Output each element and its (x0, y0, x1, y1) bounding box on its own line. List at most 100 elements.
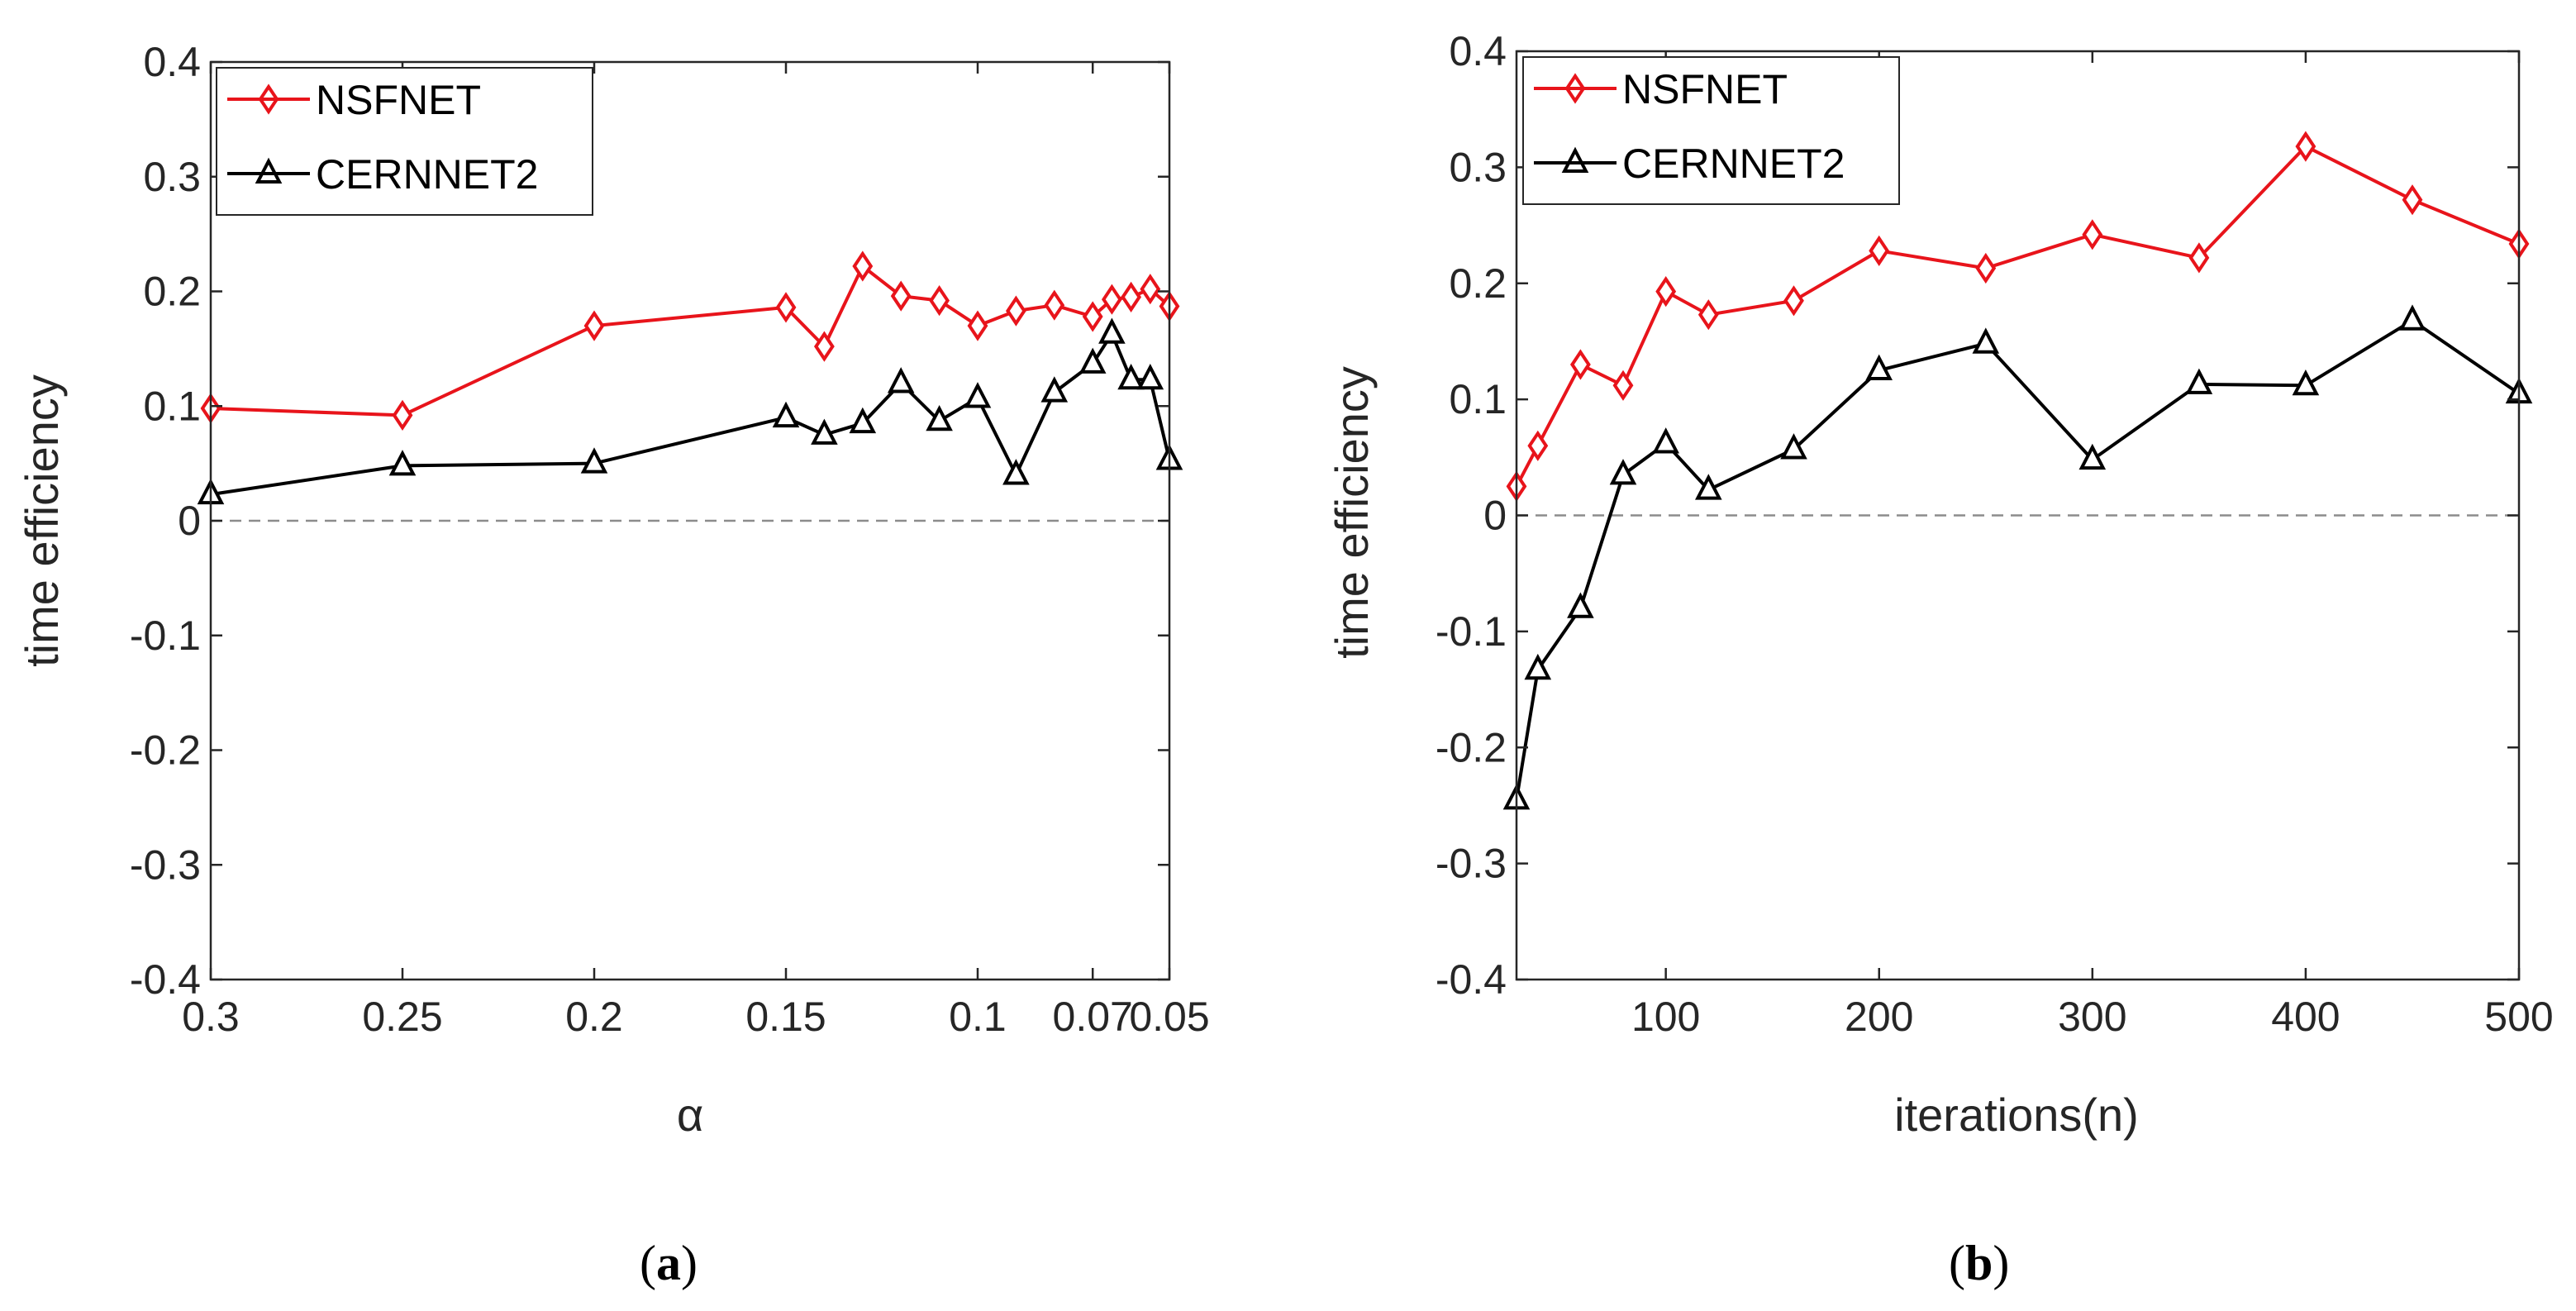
data-point-nsfnet-a-5 (852, 250, 874, 282)
data-point-cernnet2-a-9 (1002, 459, 1030, 485)
data-point-cernnet2-b-10 (2185, 368, 2213, 394)
series-layer-b (1502, 131, 2533, 810)
y-tick-label-b-4: 0 (1483, 493, 1507, 539)
data-point-nsfnet-a-11 (1082, 301, 1103, 332)
data-point-nsfnet-a-9 (1005, 295, 1026, 327)
chart-b: 0.4 0.3 0.2 0.1 0 -0.1 -0.2 -0.3 -0.4 100 200 300 40… (1326, 28, 2554, 1290)
data-point-nsfnet-a-6 (890, 280, 912, 312)
data-point-cernnet2-a-11 (1078, 347, 1107, 374)
y-tick-label-a-2: 0.2 (143, 269, 201, 315)
x-tick-label-b-3: 400 (2271, 994, 2340, 1040)
x-tick-label-a-1: 0.25 (362, 994, 442, 1040)
legend-marker-nsfnet-b (1564, 73, 1586, 104)
data-point-nsfnet-b-8 (1975, 252, 1997, 284)
x-tick-label-b-0: 100 (1631, 994, 1700, 1040)
y-tick-label-a-3: 0.1 (143, 383, 201, 429)
x-tick-label-b-2: 300 (2058, 994, 2126, 1040)
data-point-nsfnet-b-11 (2295, 131, 2316, 162)
y-tick-label-b-2: 0.2 (1449, 260, 1507, 307)
y-tick-label-b-7: -0.3 (1436, 841, 1507, 887)
data-point-cernnet2-a-6 (887, 367, 915, 393)
legend-b: NSFNET CERNNET2 (1522, 56, 1900, 205)
legend-marker-cernnet2-b (1561, 146, 1589, 173)
y-tick-label-a-7: -0.3 (130, 841, 201, 888)
legend-marker-nsfnet-a (258, 83, 279, 115)
legend-label-cernnet2-a: CERNNET2 (316, 151, 538, 198)
data-point-nsfnet-a-10 (1044, 289, 1065, 321)
y-tick-label-b-0: 0.4 (1449, 28, 1507, 74)
data-point-cernnet2-a-2 (580, 447, 608, 474)
data-point-cernnet2-a-3 (772, 401, 800, 428)
axis-ticks-b: 0.4 0.3 0.2 0.1 0 -0.1 -0.2 -0.3 -0.4 100 200 300 40… (1436, 28, 2554, 1040)
data-point-nsfnet-a-14 (1140, 274, 1161, 305)
data-point-cernnet2-b-7 (1865, 354, 1893, 380)
data-point-cernnet2-b-1 (1524, 653, 1552, 680)
caption-a: (a) (640, 1236, 698, 1290)
data-point-cernnet2-b-2 (1567, 592, 1594, 618)
data-point-cernnet2-a-12 (1098, 317, 1126, 344)
caption-b: (b) (1949, 1236, 2009, 1290)
data-point-nsfnet-a-2 (583, 310, 605, 341)
x-tick-label-a-5: 0.07 (1053, 994, 1133, 1040)
x-axis-label-b: iterations(n) (1894, 1089, 2139, 1141)
data-point-cernnet2-a-14 (1136, 363, 1164, 390)
legend-label-cernnet2-b: CERNNET2 (1622, 141, 1845, 187)
x-axis-label-a: α (677, 1089, 703, 1141)
data-point-cernnet2-b-5 (1695, 474, 1722, 500)
chart-a: 0.40.30.20.10-0.1-0.2-0.3-0.40.3 0.25 0.2 0… (16, 39, 1210, 1290)
y-tick-label-a-6: -0.2 (130, 727, 201, 774)
y-tick-label-a-4: 0 (178, 498, 201, 544)
series-layer-a (197, 250, 1183, 505)
data-point-nsfnet-b-9 (2082, 219, 2103, 250)
data-point-cernnet2-b-3 (1609, 459, 1637, 485)
data-point-nsfnet-b-10 (2188, 242, 2210, 274)
data-point-nsfnet-b-4 (1655, 275, 1677, 307)
legend-box-b (1522, 56, 1900, 205)
data-point-nsfnet-a-4 (813, 331, 835, 362)
legend-box-a (216, 67, 593, 216)
data-point-nsfnet-a-1 (392, 399, 413, 431)
data-point-nsfnet-b-2 (1569, 349, 1591, 380)
legend-marker-cernnet2-a (255, 157, 283, 184)
data-point-cernnet2-b-8 (1972, 327, 2000, 354)
legend-label-nsfnet-b: NSFNET (1622, 66, 1788, 112)
y-tick-label-a-1: 0.3 (143, 154, 201, 200)
data-point-nsfnet-a-7 (929, 284, 950, 317)
data-point-cernnet2-a-4 (811, 418, 838, 445)
legend-a: NSFNET CERNNET2 (216, 67, 593, 216)
series-line-cernnet2-a (210, 331, 1171, 497)
data-point-cernnet2-a-7 (926, 404, 953, 431)
data-point-nsfnet-b-6 (1783, 285, 1804, 317)
data-point-nsfnet-a-8 (967, 310, 988, 341)
data-point-nsfnet-a-13 (1121, 281, 1142, 313)
x-tick-label-b-4: 500 (2484, 994, 2553, 1040)
y-tick-label-b-5: -0.1 (1436, 608, 1507, 655)
x-tick-label-a-2: 0.2 (565, 994, 623, 1040)
legend-label-nsfnet-a: NSFNET (316, 77, 481, 123)
data-point-cernnet2-b-11 (2292, 369, 2320, 396)
data-point-nsfnet-a-12 (1101, 284, 1122, 315)
x-tick-label-a-6: 0.05 (1129, 994, 1209, 1040)
data-point-cernnet2-a-10 (1040, 376, 1069, 403)
x-tick-label-a-4: 0.1 (949, 994, 1007, 1040)
data-point-cernnet2-b-4 (1652, 427, 1679, 454)
data-point-cernnet2-b-9 (2078, 443, 2107, 470)
x-tick-label-a-3: 0.15 (745, 994, 826, 1040)
x-tick-label-a-0: 0.3 (182, 994, 240, 1040)
y-axis-label-a: time efficiency (16, 374, 68, 667)
axis-ticks-a: 0.40.30.20.10-0.1-0.2-0.3-0.40.3 0.25 0.2 0… (130, 39, 1210, 1040)
data-point-cernnet2-b-6 (1780, 433, 1807, 460)
x-tick-label-b-1: 200 (1845, 994, 1913, 1040)
y-axis-label-b: time efficiency (1326, 366, 1378, 659)
y-tick-label-b-8: -0.4 (1436, 956, 1507, 1003)
y-tick-label-a-0: 0.4 (143, 39, 201, 85)
data-point-nsfnet-b-12 (2402, 184, 2423, 216)
y-tick-label-b-3: 0.1 (1449, 376, 1507, 422)
data-point-cernnet2-a-13 (1117, 363, 1145, 390)
data-point-nsfnet-b-3 (1612, 369, 1634, 401)
data-point-nsfnet-b-1 (1527, 430, 1549, 461)
data-point-nsfnet-b-5 (1697, 299, 1719, 331)
y-tick-label-b-6: -0.2 (1436, 724, 1507, 770)
y-tick-label-a-5: -0.1 (130, 613, 201, 659)
